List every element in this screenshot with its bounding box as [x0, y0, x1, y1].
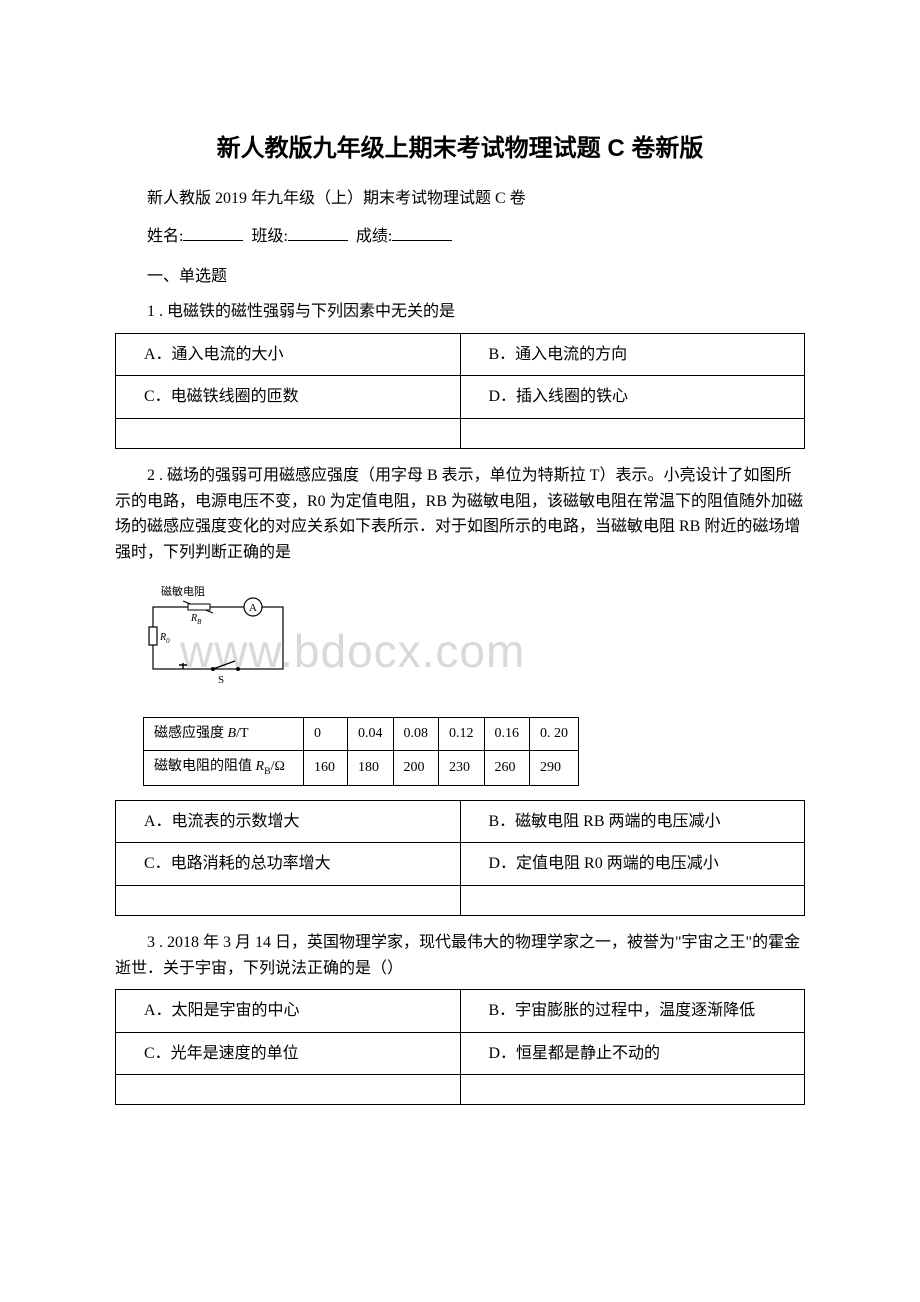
data-row2-label: 磁敏电阻的阻值 RB/Ω	[144, 751, 304, 785]
q1-option-b: B．通入电流的方向	[460, 333, 805, 376]
q2-option-c: C．电路消耗的总功率增大	[116, 843, 461, 886]
subtitle: 新人教版 2019 年九年级（上）期末考试物理试题 C 卷	[115, 186, 805, 212]
q2-option-b: B．磁敏电阻 RB 两端的电压减小	[460, 800, 805, 843]
data-row1-label: 磁感应强度 B/T	[144, 717, 304, 750]
q2-option-d: D．定值电阻 R0 两端的电压减小	[460, 843, 805, 886]
section-heading: 一、单选题	[115, 264, 805, 290]
q1-option-a: A．通入电流的大小	[116, 333, 461, 376]
q1-empty-cell	[116, 418, 461, 448]
switch-label: S	[218, 674, 224, 686]
q1-options-table: A．通入电流的大小 B．通入电流的方向 C．电磁铁线圈的匝数 D．插入线圈的铁心	[115, 333, 805, 449]
q1-empty-cell	[460, 418, 805, 448]
q2-text: 2 . 磁场的强弱可用磁感应强度（用字母 B 表示，单位为特斯拉 T）表示。小亮…	[115, 463, 805, 565]
data-cell: 0.12	[439, 717, 485, 750]
data-cell: 180	[348, 751, 394, 785]
data-cell: 0.08	[393, 717, 439, 750]
data-cell: 0. 20	[530, 717, 579, 750]
r0-label: R0	[159, 632, 170, 645]
data-cell: 0	[304, 717, 348, 750]
q3-empty-cell	[116, 1075, 461, 1105]
q2-empty-cell	[460, 885, 805, 915]
q3-options-table: A．太阳是宇宙的中心 B．宇宙膨胀的过程中，温度逐渐降低 C．光年是速度的单位 …	[115, 989, 805, 1105]
ammeter-label: A	[249, 602, 257, 614]
form-line: 姓名: 班级: 成绩:	[115, 224, 805, 250]
data-cell: 0.16	[484, 717, 530, 750]
q1-option-d: D．插入线圈的铁心	[460, 376, 805, 419]
q3-option-c: C．光年是速度的单位	[116, 1032, 461, 1075]
class-blank	[288, 225, 348, 241]
circuit-label-text: 磁敏电阻	[161, 585, 205, 598]
data-cell: 200	[393, 751, 439, 785]
data-cell: 160	[304, 751, 348, 785]
q2-empty-cell	[116, 885, 461, 915]
page-title: 新人教版九年级上期末考试物理试题 C 卷新版	[115, 130, 805, 168]
q3-option-a: A．太阳是宇宙的中心	[116, 990, 461, 1033]
data-cell: 290	[530, 751, 579, 785]
q2-data-table: 磁感应强度 B/T 0 0.04 0.08 0.12 0.16 0. 20 磁敏…	[143, 717, 579, 786]
class-label: 班级:	[251, 228, 287, 245]
q3-option-b: B．宇宙膨胀的过程中，温度逐渐降低	[460, 990, 805, 1033]
name-label: 姓名:	[147, 228, 183, 245]
q2-option-a: A．电流表的示数增大	[116, 800, 461, 843]
score-blank	[392, 225, 452, 241]
score-label: 成绩:	[356, 228, 392, 245]
circuit-diagram: 磁敏电阻 RB A R0 S	[143, 585, 323, 690]
q3-text: 3 . 2018 年 3 月 14 日，英国物理学家，现代最伟大的物理学家之一，…	[115, 930, 805, 981]
q3-empty-cell	[460, 1075, 805, 1105]
rb-label: RB	[190, 613, 202, 626]
data-cell: 0.04	[348, 717, 394, 750]
q2-options-table: A．电流表的示数增大 B．磁敏电阻 RB 两端的电压减小 C．电路消耗的总功率增…	[115, 800, 805, 916]
q1-option-c: C．电磁铁线圈的匝数	[116, 376, 461, 419]
name-blank	[183, 225, 243, 241]
q1-text: 1 . 电磁铁的磁性强弱与下列因素中无关的是	[115, 299, 805, 325]
document-content: 新人教版九年级上期末考试物理试题 C 卷新版 新人教版 2019 年九年级（上）…	[115, 130, 805, 1105]
q3-option-d: D．恒星都是静止不动的	[460, 1032, 805, 1075]
data-cell: 260	[484, 751, 530, 785]
data-cell: 230	[439, 751, 485, 785]
